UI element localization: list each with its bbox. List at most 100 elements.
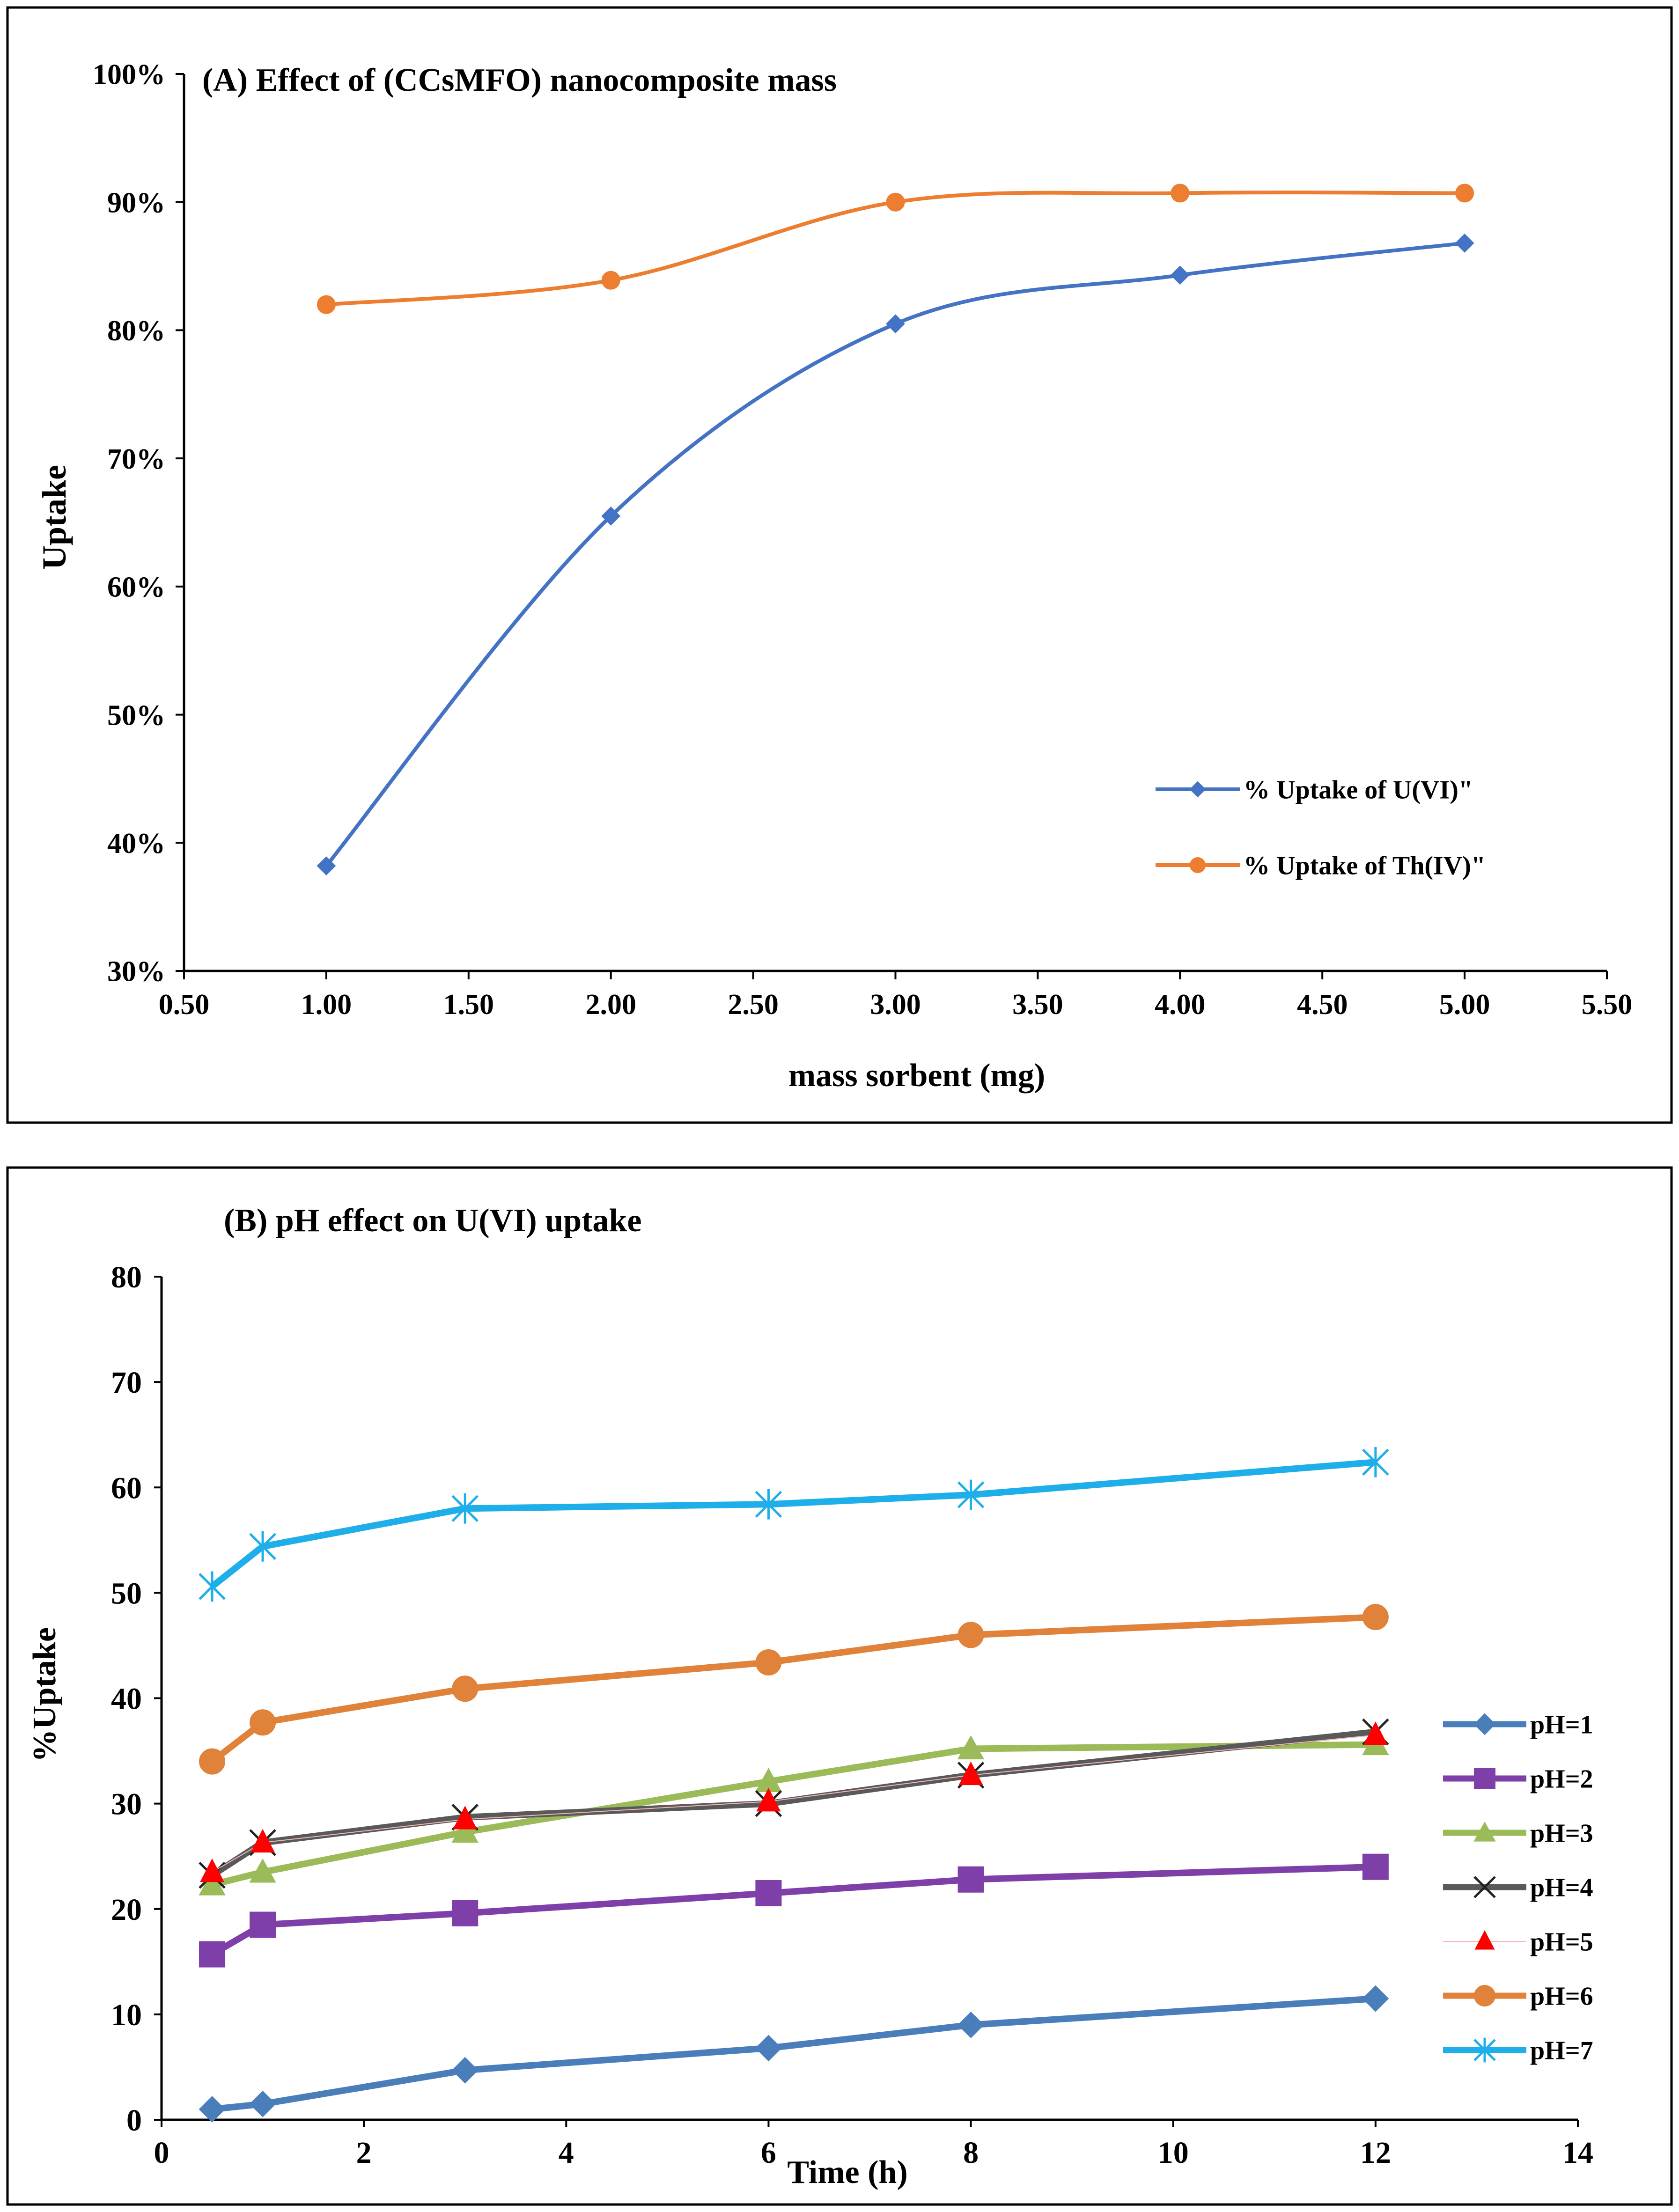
b-legend-ph-7-label: pH=7 — [1530, 2036, 1593, 2065]
b-series-ph-5-point — [1363, 1721, 1388, 1745]
panel-b-title: (B) pH effect on U(VI) uptake — [224, 1203, 641, 1239]
panel-a-title: (A) Effect of (CCsMFO) nanocomposite mas… — [202, 62, 837, 98]
b-series-ph-2-point — [1362, 1853, 1389, 1880]
b-series-ph-6-point — [452, 1676, 479, 1702]
b-series-ph-7-point — [957, 1479, 985, 1510]
a-y-tick-label: 60% — [107, 572, 165, 603]
b-series-ph-7-point — [755, 1489, 782, 1520]
b-series-ph-1-point — [755, 2035, 782, 2062]
b-legend-ph-7: pH=7 — [1443, 2036, 1593, 2065]
b-legend-ph-1-swatch-marker — [1473, 1713, 1496, 1735]
panel-a-y-axis-title: Uptake — [36, 465, 73, 570]
a-y-tick-label: 40% — [107, 828, 165, 860]
b-legend-ph-2-swatch-marker — [1474, 1768, 1495, 1789]
a-x-tick-label: 0.50 — [159, 989, 210, 1021]
a-legend-uptake-of-u-vi: % Uptake of U(VI)" — [1156, 776, 1473, 805]
b-series-ph-2-point — [250, 1911, 276, 1938]
a-series-uptake-of-u-vi — [317, 233, 1474, 875]
b-y-tick-label: 80 — [111, 1260, 142, 1294]
a-x-tick-label: 2.50 — [728, 989, 779, 1021]
a-series-uptake-of-th-iv-point — [1171, 184, 1190, 203]
b-series-ph-2-point — [957, 1866, 984, 1893]
b-series-ph-1-point — [957, 2011, 984, 2038]
b-series-ph-5-point — [250, 1829, 275, 1853]
b-series-ph-3-point — [957, 1735, 985, 1760]
panel-a-frame — [6, 6, 1673, 1124]
b-series-ph-6-point — [957, 1622, 984, 1648]
a-x-tick-label: 1.00 — [301, 989, 352, 1021]
b-legend-ph-4-swatch-marker-stroke-2 — [1473, 1876, 1496, 1898]
a-series-uptake-of-u-vi-point — [1170, 265, 1190, 285]
a-series-uptake-of-th-iv-point — [1455, 184, 1474, 203]
b-series-ph-6-point — [755, 1649, 782, 1676]
b-y-tick-label: 70 — [111, 1366, 142, 1400]
a-x-tick-label: 1.50 — [443, 989, 494, 1021]
b-x-tick-label: 12 — [1360, 2136, 1391, 2170]
b-series-ph-6 — [199, 1604, 1389, 1775]
b-series-ph-1-point — [199, 2096, 226, 2123]
panel-b: (B) pH effect on U(VI) uptake 0 2 4 6 8 10 12 1… — [6, 1166, 1673, 2206]
b-series-ph-3 — [199, 1731, 1389, 1896]
b-series-ph-1-point — [451, 2057, 479, 2084]
a-legend-uptake-of-th-iv-swatch-marker — [1190, 857, 1206, 873]
b-y-tick-label: 20 — [111, 1893, 142, 1927]
a-series-uptake-of-u-vi-point — [601, 506, 621, 526]
b-x-tick-label: 6 — [761, 2136, 776, 2170]
b-legend-ph-6-label: pH=6 — [1530, 1982, 1593, 2011]
panel-b-y-axis: 0 10 20 30 40 50 60 70 80 %Uptake — [27, 1260, 163, 2138]
a-x-tick-label: 5.00 — [1439, 989, 1490, 1021]
b-y-tick-label: 40 — [111, 1682, 142, 1716]
b-series-ph-2-point — [755, 1880, 782, 1906]
b-series-ph-7-point — [1362, 1447, 1389, 1477]
b-series-ph-7-point — [451, 1493, 479, 1524]
a-x-tick-label: 3.00 — [870, 989, 921, 1021]
b-series-ph-7-point — [199, 1571, 226, 1602]
b-series-ph-2 — [199, 1853, 1389, 1968]
a-x-tick-label: 4.00 — [1155, 989, 1206, 1021]
b-x-tick-label: 2 — [356, 2136, 372, 2170]
b-series-ph-6-point — [250, 1709, 276, 1736]
b-series-ph-3-point — [451, 1818, 479, 1843]
b-series-ph-5-point — [453, 1806, 478, 1830]
a-series-uptake-of-th-iv-point — [886, 192, 905, 212]
a-x-tick-label: 5.50 — [1582, 989, 1633, 1021]
b-legend-ph-1: pH=1 — [1443, 1711, 1593, 1740]
b-y-tick-label: 30 — [111, 1787, 142, 1822]
panel-b-frame — [6, 1166, 1673, 2206]
a-x-tick-label: 2.00 — [585, 989, 636, 1021]
b-series-ph-7-point — [249, 1531, 276, 1562]
b-series-ph-5-point — [958, 1761, 983, 1786]
b-legend-ph-5: pH=5 — [1443, 1928, 1593, 1957]
a-y-tick-label: 90% — [107, 187, 165, 219]
panel-b-y-axis-title: %Uptake — [27, 1627, 63, 1762]
b-y-tick-label: 50 — [111, 1576, 142, 1610]
b-series-ph-5-point — [756, 1787, 781, 1812]
panel-a: (A) Effect of (CCsMFO) nanocomposite mas… — [6, 6, 1673, 1124]
panel-a-legend: % Uptake of U(VI)" % Uptake of Th(IV)" — [1156, 776, 1486, 881]
b-series-ph-7 — [199, 1447, 1389, 1602]
a-x-tick-label: 3.50 — [1012, 989, 1063, 1021]
a-y-tick-label: 70% — [107, 443, 165, 475]
a-series-uptake-of-th-iv-point — [601, 271, 620, 290]
a-legend-uptake-of-u-vi-swatch-marker — [1189, 781, 1206, 798]
b-series-ph-3-point — [199, 1871, 226, 1896]
panel-b-plot-area — [199, 1447, 1389, 2123]
b-x-tick-label: 10 — [1158, 2136, 1189, 2170]
b-legend-ph-5-swatch-marker — [1474, 1930, 1495, 1950]
panel-a-x-axis: 0.50 1.00 1.50 2.00 2.50 3.00 3.50 4.00 4.50 5.00… — [159, 970, 1633, 1094]
a-y-tick-label: 50% — [107, 699, 165, 731]
b-x-tick-label: 14 — [1562, 2136, 1593, 2170]
a-series-uptake-of-th-iv — [317, 184, 1474, 314]
panel-a-plot-area — [317, 184, 1474, 875]
b-x-tick-label: 0 — [154, 2136, 169, 2170]
a-y-tick-label: 80% — [107, 315, 165, 347]
a-series-uptake-of-th-iv-point — [317, 295, 336, 314]
b-legend-ph-4-label: pH=4 — [1530, 1874, 1593, 1903]
b-legend-ph-7-swatch-marker — [1473, 2037, 1496, 2063]
a-y-tick-label: 30% — [107, 956, 165, 988]
b-legend-ph-3-label: pH=3 — [1530, 1819, 1593, 1848]
b-series-ph-5 — [200, 1721, 1388, 1882]
b-legend-ph-5-label: pH=5 — [1530, 1928, 1593, 1957]
b-series-ph-7-line — [210, 1459, 1376, 1589]
b-series-ph-1 — [199, 1985, 1389, 2123]
